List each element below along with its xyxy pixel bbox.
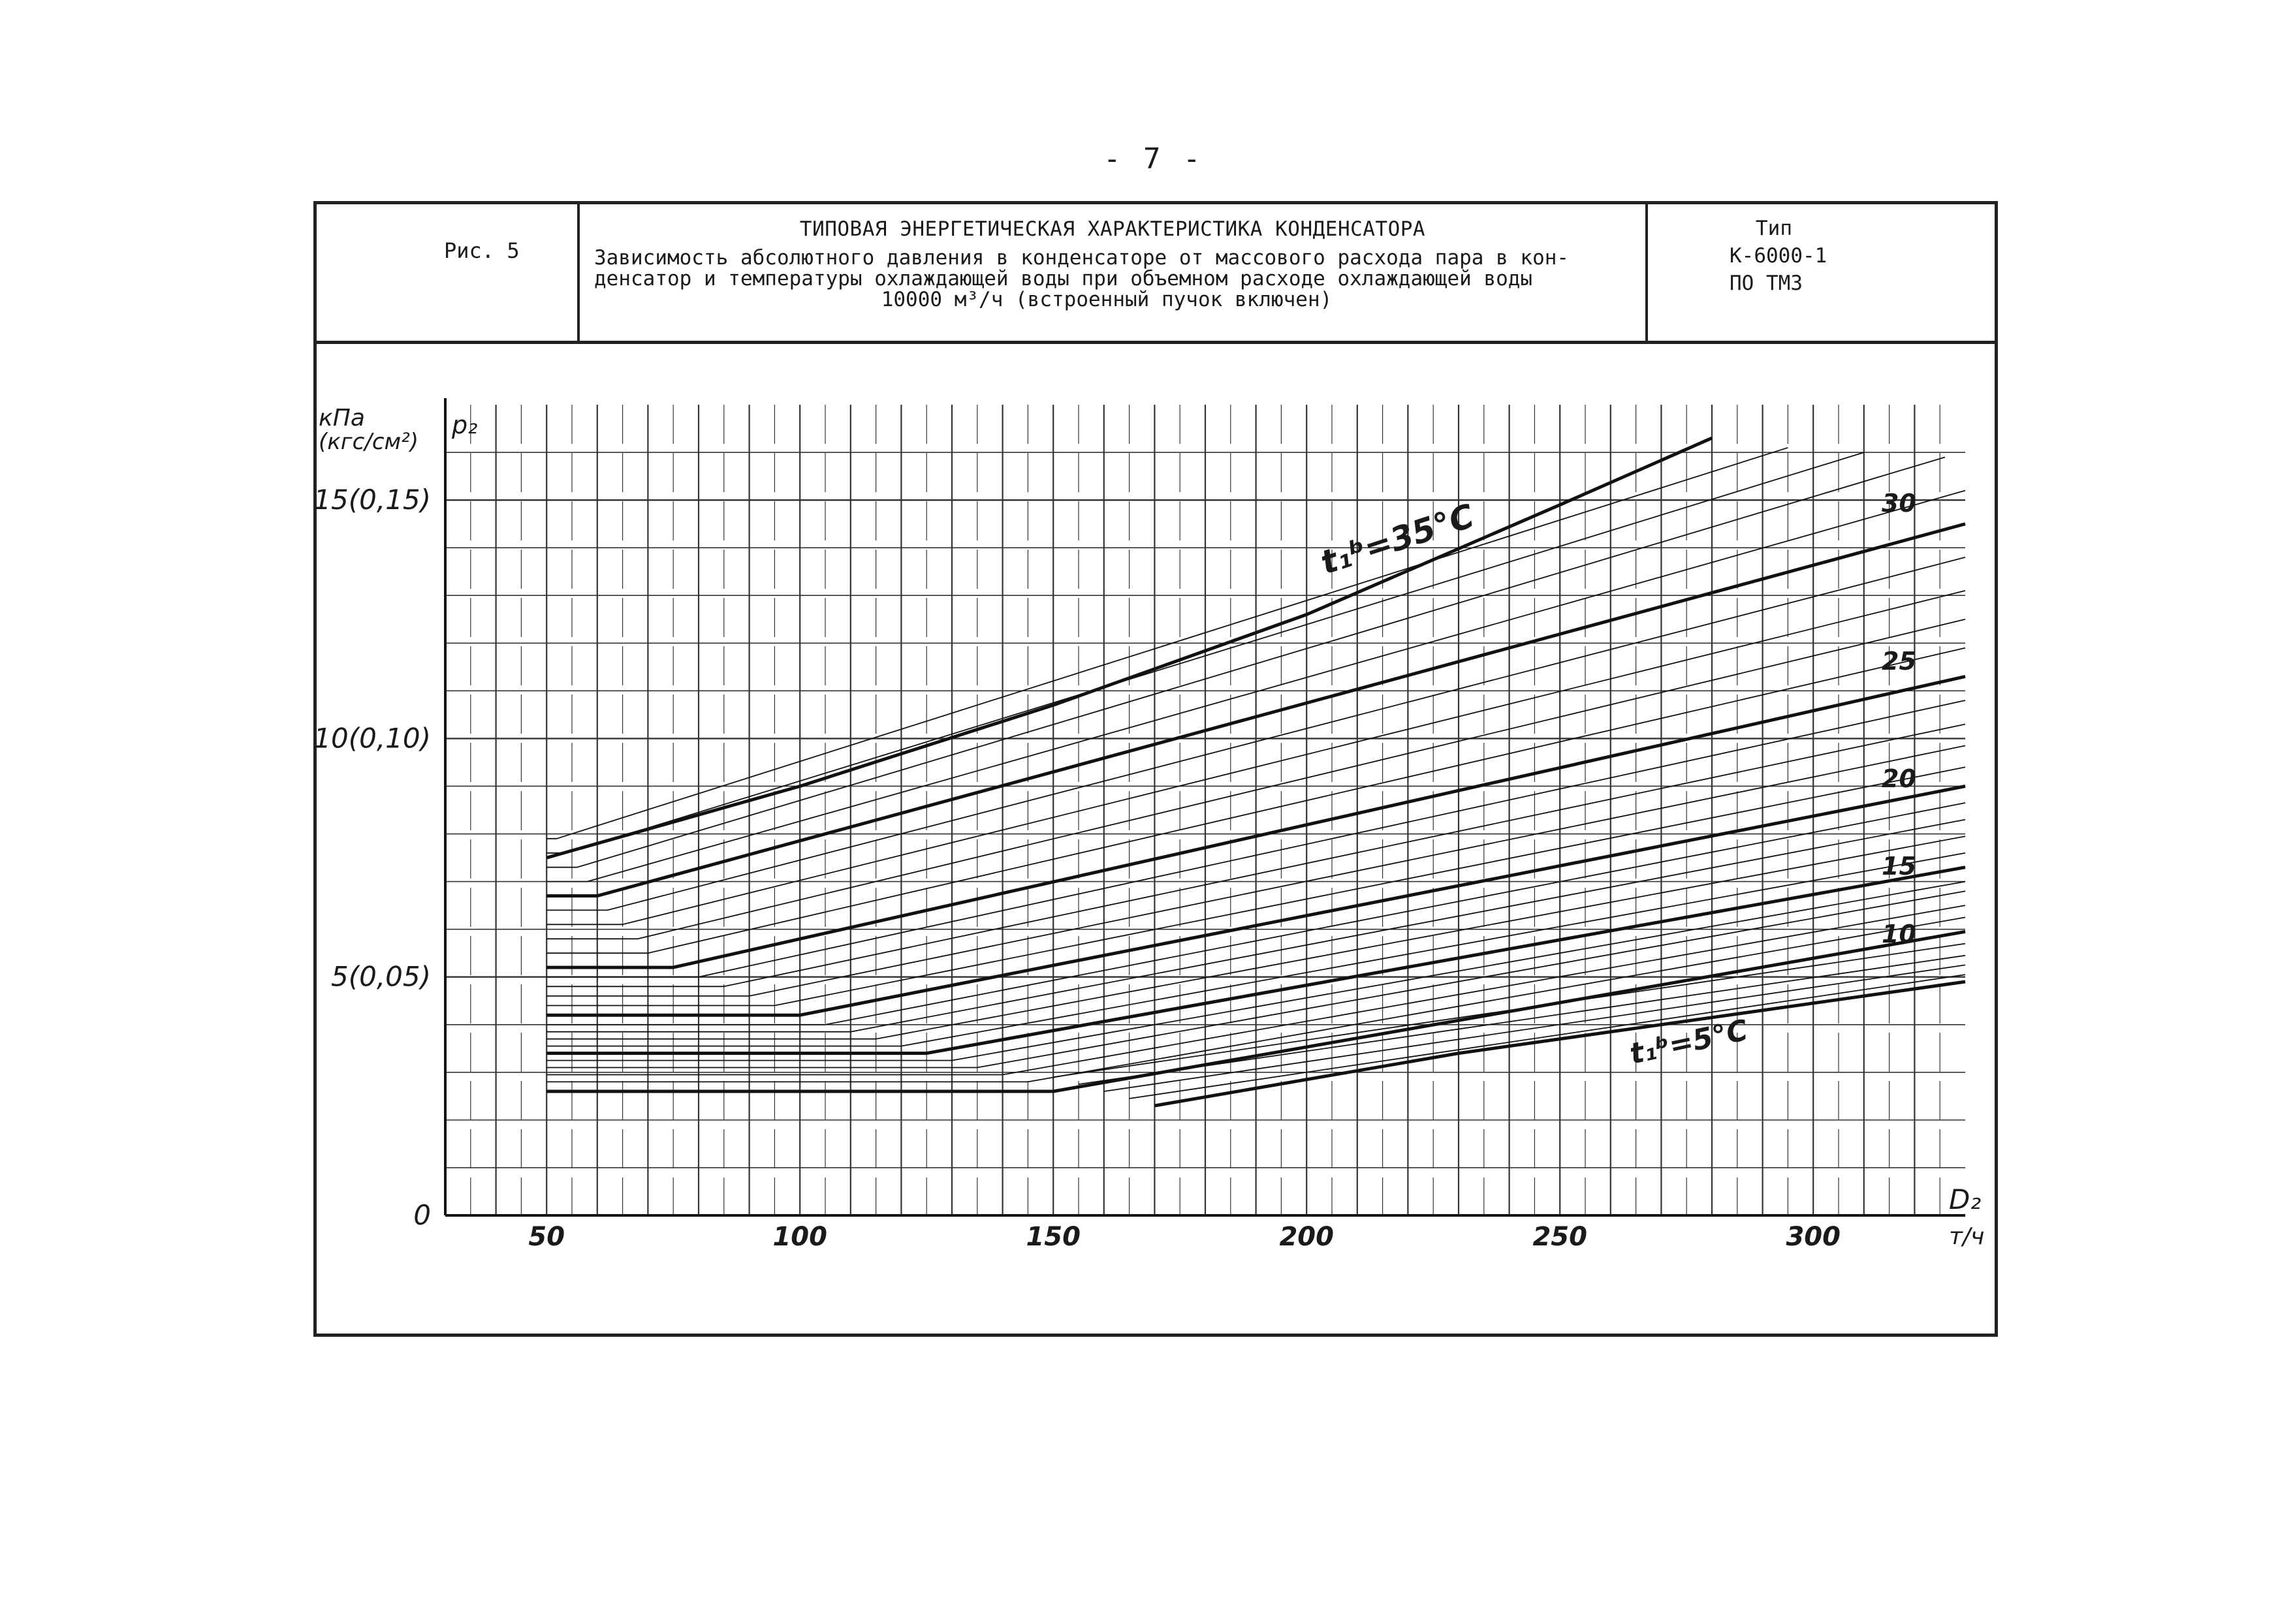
chart-curves (546, 436, 1966, 1108)
temperature-curve-14 (546, 881, 1966, 1061)
type-line: ПО ТМЗ (1730, 272, 1803, 295)
temperature-curve-21 (546, 766, 1966, 1007)
chart-grid (445, 405, 1965, 1215)
y-tick-label: 5(0,05) (331, 961, 431, 993)
x-tick-label: 100 (772, 1222, 827, 1252)
description-line: 10000 м³/ч (встроенный пучок включен) (881, 288, 1333, 311)
curve-end-label: 20 (1882, 764, 1916, 793)
temperature-curve-8 (1078, 954, 1966, 1085)
temperature-curve-19 (546, 802, 1966, 1025)
temperature-curve-18 (546, 819, 1966, 1033)
title-block-left: Рис. 5 (317, 204, 580, 341)
temperature-curve-13 (546, 890, 1966, 1069)
temperature-curve-22 (546, 745, 1966, 997)
temperature-curve-27 (546, 618, 1966, 940)
temperature-curve-30 (546, 522, 1966, 898)
x-tick-label: 50 (528, 1222, 565, 1252)
y-axis-label: p₂ (451, 411, 477, 439)
temperature-curve-5 (1154, 980, 1966, 1108)
temperature-curve-11 (546, 916, 1966, 1083)
temperature-curve-35 (546, 436, 1713, 860)
figure-title: ТИПОВАЯ ЭНЕРГЕТИЧЕСКАЯ ХАРАКТЕРИСТИКА КО… (799, 217, 1426, 241)
equipment-type: Тип К-6000-1 ПО ТМЗ (1730, 215, 1827, 297)
temperature-curve-31 (546, 490, 1966, 882)
temperature-curve-23 (546, 723, 1966, 988)
type-line: Тип (1756, 217, 1792, 240)
temperature-curve-10 (546, 929, 1966, 1093)
temperature-curve-12 (546, 905, 1966, 1076)
figure-frame: Рис. 5 ТИПОВАЯ ЭНЕРГЕТИЧЕСКАЯ ХАРАКТЕРИС… (313, 201, 1998, 1337)
type-line: К-6000-1 (1730, 244, 1827, 268)
y-unit-label: кПа (319, 405, 365, 431)
description-line: Зависимость абсолютного давления в конде… (594, 246, 1570, 270)
figure-description: Зависимость абсолютного давления в конде… (594, 247, 1619, 310)
y-unit-label: (кгс/см²) (319, 429, 419, 455)
title-block-right: Тип К-6000-1 ПО ТМЗ (1648, 204, 1995, 341)
y-tick-label: 15(0,15) (313, 484, 431, 516)
temperature-curve-7 (1103, 964, 1966, 1092)
curve-end-label: 10 (1882, 920, 1916, 948)
temperature-curve-15 (546, 866, 1966, 1055)
x-tick-label: 250 (1532, 1222, 1587, 1252)
curve-end-label: 15 (1882, 852, 1916, 881)
x-unit-label: т/ч (1949, 1223, 1984, 1250)
temperature-curve-20 (546, 785, 1966, 1017)
title-block-middle: ТИПОВАЯ ЭНЕРГЕТИЧЕСКАЯ ХАРАКТЕРИСТИКА КО… (580, 204, 1648, 341)
chart-axes: 50 100 150 200 250 300 0 5(0,05) 10(0,10) 15(0,15… (313, 398, 1965, 1252)
chart-labels: кПа (кгс/см²) p₂ D₂ т/ч t₁ᵇ=35°C t₁ᵇ=5°C… (319, 405, 1984, 1250)
x-axis-label: D₂ (1949, 1183, 1981, 1215)
page-number: - 7 - (1103, 142, 1203, 176)
temperature-curve-32 (546, 456, 1946, 868)
y-tick-label: 0 (413, 1199, 431, 1231)
title-block: Рис. 5 ТИПОВАЯ ЭНЕРГЕТИЧЕСКАЯ ХАРАКТЕРИС… (317, 204, 1995, 344)
curve-label-top: t₁ᵇ=35°C (1316, 497, 1479, 582)
temperature-curve-26 (546, 647, 1966, 954)
temperature-curve-25 (546, 674, 1966, 969)
curve-end-label: 25 (1882, 647, 1916, 676)
temperature-curve-34 (546, 446, 1788, 839)
temperature-curve-29 (546, 556, 1966, 911)
temperature-curve-28 (546, 590, 1966, 926)
curve-end-label: 30 (1882, 489, 1916, 518)
y-tick-label: 10(0,10) (313, 722, 431, 754)
x-tick-label: 300 (1786, 1222, 1841, 1252)
temperature-curve-16 (546, 852, 1966, 1047)
x-tick-label: 150 (1026, 1222, 1081, 1252)
temperature-curve-24 (546, 700, 1966, 978)
temperature-curve-17 (546, 835, 1966, 1040)
description-line: денсатор и температуры охлаждающей воды … (594, 267, 1533, 290)
temperature-curve-6 (1129, 974, 1966, 1099)
figure-label: Рис. 5 (444, 238, 520, 263)
x-tick-label: 200 (1279, 1222, 1334, 1252)
